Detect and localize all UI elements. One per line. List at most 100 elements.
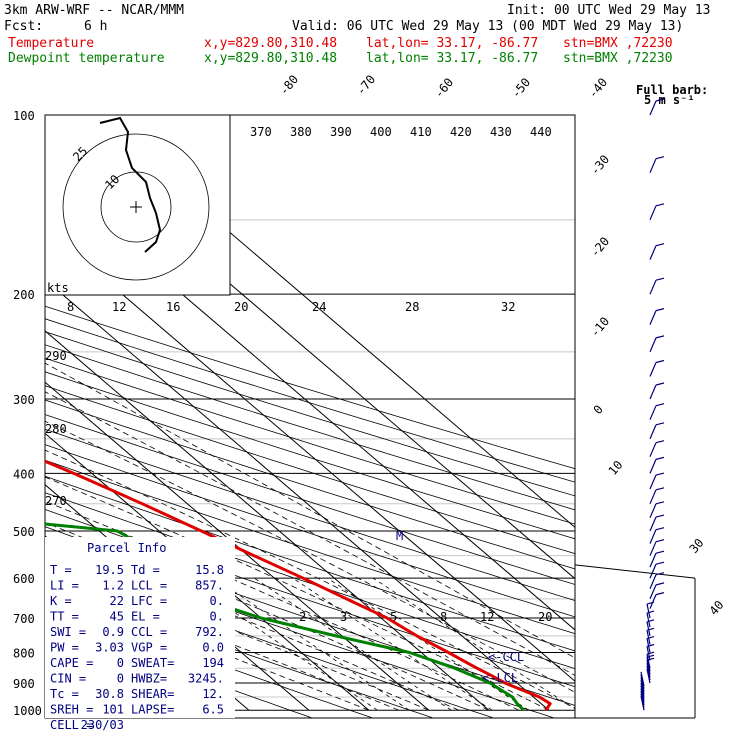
dewpoint-profile	[45, 522, 525, 712]
mixing-ratio-label: 8	[440, 610, 447, 624]
wind-barb-flag	[655, 403, 665, 407]
parcel-row-label2: HWBZ=	[131, 672, 167, 686]
wind-barb	[649, 442, 657, 457]
isotherm-label: -80	[277, 72, 302, 98]
isotherm-label: 10	[606, 458, 626, 478]
valid-time: Valid: 06 UTC Wed 29 May 13 (00 MDT Wed …	[292, 19, 684, 34]
wind-barb	[649, 459, 657, 474]
temperature-station: stn=BMX ,72230	[563, 36, 673, 51]
wind-barb	[649, 245, 657, 260]
dry-adiabat-350	[45, 444, 575, 618]
temperature-legend: Temperature	[8, 36, 95, 51]
forecast-hours: 6 h	[84, 19, 108, 34]
parcel-row-value2: 0.	[210, 610, 224, 624]
parcel-row-label: K =	[50, 594, 72, 608]
isotherm-20	[45, 278, 550, 711]
wind-barb	[649, 100, 657, 116]
wind-barb	[646, 646, 651, 661]
hodograph-box	[44, 114, 231, 296]
wind-barb	[649, 541, 657, 556]
parcel-row-label: CIN =	[50, 672, 86, 686]
parcel-row-label2: SWEAT=	[131, 656, 174, 670]
pressure-tick-600: 600	[13, 572, 35, 586]
parcel-row-value: 19.5	[95, 563, 124, 577]
parcel-row-label2: EL =	[131, 610, 160, 624]
wind-barb-flag	[655, 501, 665, 505]
dewpoint-legend: Dewpoint temperature	[8, 51, 165, 66]
pressure-tick-1000: 1000	[13, 704, 42, 718]
wind-barb	[649, 516, 657, 532]
parcel-row-value2: 857.	[195, 579, 224, 593]
parcel-info-title: Parcel Info	[87, 541, 166, 555]
dry-adiabat-360	[45, 428, 575, 601]
ccl-marker: <-CCL	[488, 650, 524, 664]
temperature-profile	[45, 459, 552, 712]
wind-barb	[649, 584, 657, 600]
wind-barb-flag	[655, 440, 665, 444]
wind-barb	[649, 503, 657, 519]
wind-barb	[646, 654, 651, 669]
wind-barb	[649, 405, 657, 420]
dry-adiabat-410	[45, 357, 575, 525]
wind-barb-flag	[655, 359, 665, 364]
wind-barb-flag	[655, 592, 665, 596]
parcel-info-box	[45, 537, 235, 718]
parcel-row-value2: 0.0	[202, 641, 224, 655]
wind-barb-flag	[646, 610, 655, 614]
theta-label: 370	[250, 125, 272, 139]
pressure-tick-300: 300	[13, 393, 35, 407]
parcel-row-label: T =	[50, 563, 72, 577]
wind-barb-flag	[655, 422, 665, 426]
pressure-tick-700: 700	[13, 612, 35, 626]
mixing-ratio-label: 12	[480, 610, 494, 624]
parcel-row-value: 0.9	[102, 625, 124, 639]
wind-barb	[646, 657, 651, 672]
wind-barb-flag	[655, 156, 665, 160]
parcel-row-value: 22	[110, 594, 124, 608]
parcel-row-label2: Td =	[131, 563, 160, 577]
wind-barb	[649, 529, 657, 544]
mixing-ratio-label: 20	[234, 300, 248, 314]
theta-label: 410	[410, 125, 432, 139]
dry-adiabat-430	[45, 331, 575, 497]
mixing-ratio-20	[372, 577, 575, 710]
wind-barb	[649, 424, 657, 440]
parcel-row-value2: 792.	[195, 625, 224, 639]
wind-barb	[649, 489, 657, 505]
parcel-row-label2: LFC =	[131, 594, 167, 608]
wind-barb	[640, 671, 645, 686]
parcel-row-value: 230/03	[81, 718, 124, 732]
dry-adiabat-380	[45, 399, 575, 570]
pressure-tick-400: 400	[13, 467, 35, 481]
temperature-latlon: lat,lon= 33.17, -86.77	[366, 36, 539, 51]
wind-barb	[646, 612, 651, 628]
isotherm-label: 40	[707, 598, 727, 618]
init-time: Init: 00 UTC Wed 29 May 13	[507, 3, 711, 18]
parcel-row-label: CELL =	[50, 718, 93, 732]
dry-adiabat-370	[45, 414, 575, 585]
wind-barb-flag	[655, 572, 665, 576]
temperature-coords: x,y=829.80,310.48	[204, 36, 338, 51]
theta-label: 400	[370, 125, 392, 139]
mixing-ratio-label: 28	[405, 300, 419, 314]
isotherm-label: -50	[509, 75, 534, 101]
wind-barb	[649, 563, 657, 579]
wind-barb-flag	[655, 335, 665, 339]
dry-adiabat-340	[45, 459, 575, 635]
parcel-row-value2: 12.	[202, 687, 224, 701]
theta-left-label: 290	[45, 349, 67, 363]
wind-barb	[646, 668, 651, 684]
parcel-row-label2: SHEAR=	[131, 687, 174, 701]
wind-barb	[649, 205, 657, 221]
wind-barb-flag	[655, 527, 665, 531]
theta-label: 430	[490, 125, 512, 139]
wind-barb	[649, 158, 657, 173]
wind-barb-flag	[655, 456, 665, 460]
lower-edge	[574, 564, 696, 579]
theta-left-label: 270	[45, 494, 67, 508]
isotherm-label: -10	[588, 314, 613, 340]
mixing-ratio-label: 12	[112, 300, 126, 314]
wind-barb	[649, 310, 657, 325]
theta-label: 440	[530, 125, 552, 139]
mixing-ratio-label: 3	[340, 610, 347, 624]
